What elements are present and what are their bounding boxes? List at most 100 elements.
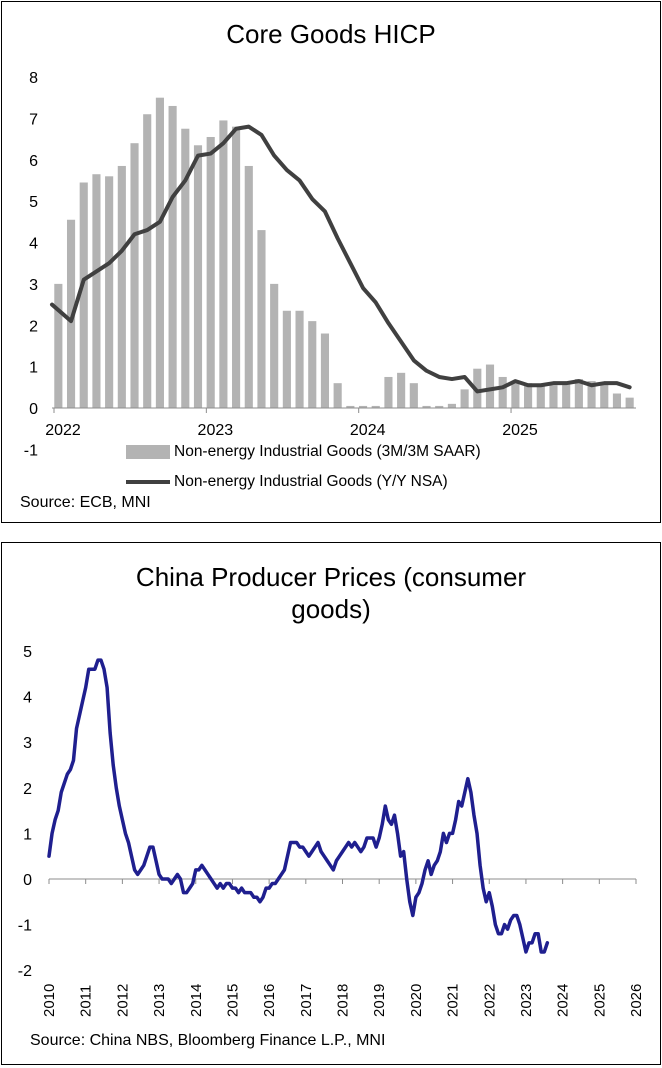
bar [524,383,533,408]
core-goods-hicp-panel: Core Goods HICP -1 0 1 2 3 4 5 6 7 8 2022 2023 2024 2… [1,1,661,523]
bar [409,383,418,408]
y-tick-label: -1 [18,918,32,935]
x-tick-label: 2017 [298,984,315,1017]
series-line-yy-nsa [50,124,632,394]
bar [92,174,101,408]
bar [498,376,507,408]
bar [397,372,406,408]
y-tick-label: 2 [23,781,32,798]
y-tick-label: 8 [29,70,38,87]
chart-title: Core Goods HICP [226,19,436,49]
bar [371,405,380,408]
y-tick-label: 4 [23,690,32,707]
bar [143,114,152,409]
x-tick-label: 2018 [335,984,352,1017]
bar [117,165,126,408]
y-tick-label: 5 [23,644,32,661]
y-tick-label: 1 [29,360,38,377]
bar [435,405,444,408]
x-tick-label: 2024 [555,984,572,1017]
bar [308,321,317,408]
bar [485,364,495,408]
bar [270,283,279,408]
x-tick-label: 2022 [45,422,81,439]
bar [244,165,253,408]
bar [587,381,596,408]
bar [181,128,190,408]
x-tick-label: 2021 [445,984,462,1017]
bar [168,105,177,409]
china-ppi-chart: -2 -1 0 1 2 3 4 5 2010 2011 2012 2013 2014 2015 2016 20… [18,644,645,1017]
y-tick-label: 0 [29,401,38,418]
legend-bar-label: Non-energy Industrial Goods (3M/3M SAAR) [174,443,481,460]
bar [447,403,456,408]
x-tick-label: 2011 [78,985,95,1017]
bar [193,145,203,409]
x-tick-label: 2019 [371,984,388,1017]
x-tick-label: 2023 [518,984,535,1017]
x-tick-label: 2022 [481,984,498,1017]
x-tick-label: 2016 [261,984,278,1017]
bar [346,405,355,408]
x-tick-label: 2020 [408,984,425,1017]
bar [574,379,583,408]
chart-source: Source: ECB, MNI [20,494,151,511]
bar [295,310,304,408]
x-tick-label: 2015 [224,984,241,1017]
core-goods-hicp-chart: -1 0 1 2 3 4 5 6 7 8 2022 2023 2024 2025 [24,70,636,459]
bar [384,376,393,408]
chart-source: Source: China NBS, Bloomberg Finance L.P… [30,1032,386,1049]
bar [206,136,215,408]
bar [155,97,164,408]
y-tick-label: 1 [23,826,32,843]
x-tick-label: 2025 [591,984,608,1017]
y-tick-label: 7 [29,111,38,128]
y-tick-label: 0 [23,872,32,889]
legend-bar-swatch [126,445,170,459]
y-tick-label: 5 [29,194,38,211]
legend-entry-line: Non-energy Industrial Goods (Y/Y NSA) [126,473,448,491]
china-ppi-panel: China Producer Prices (consumer goods) -… [1,542,661,1065]
x-tick-label: 2012 [114,984,131,1017]
bar [625,397,634,408]
bar [511,381,520,408]
bar [460,389,469,408]
legend-line-label: Non-energy Industrial Goods (Y/Y NSA) [174,473,448,490]
y-tick-label: -2 [18,963,32,980]
bar [320,333,330,408]
x-tick-label: 2025 [502,422,538,439]
chart-title: China Producer Prices (consumer goods) [135,562,527,624]
bar [232,126,241,409]
bar [333,383,342,408]
y-tick-label: 2 [29,318,38,335]
bar [600,383,609,408]
x-tick-label: 2013 [151,984,168,1017]
x-tick-label: 2014 [188,984,205,1017]
legend-entry-bars: Non-energy Industrial Goods (3M/3M SAAR) [126,443,481,461]
bar [422,405,431,408]
legend-line-swatch [126,480,170,484]
bar [105,176,114,408]
bar [219,120,228,408]
bar [562,383,571,408]
y-tick-label: 4 [29,236,38,253]
bar [612,393,622,408]
series-line-china-ppi [47,658,550,954]
bar [282,310,291,408]
bar [79,182,88,408]
bar [54,283,63,408]
bar [536,385,545,408]
bar [358,405,368,408]
x-tick-label: 2023 [198,422,234,439]
bar [473,368,482,408]
x-tick-label: 2024 [350,422,386,439]
bar [130,143,139,408]
bar [549,385,558,408]
y-tick-label: 3 [29,277,38,294]
bar [66,219,76,408]
y-tick-label: 3 [23,735,32,752]
x-tick-label: 2026 [628,984,645,1017]
y-tick-label: -1 [24,442,38,459]
y-tick-label: 6 [29,153,38,170]
x-tick-label: 2010 [41,984,58,1017]
